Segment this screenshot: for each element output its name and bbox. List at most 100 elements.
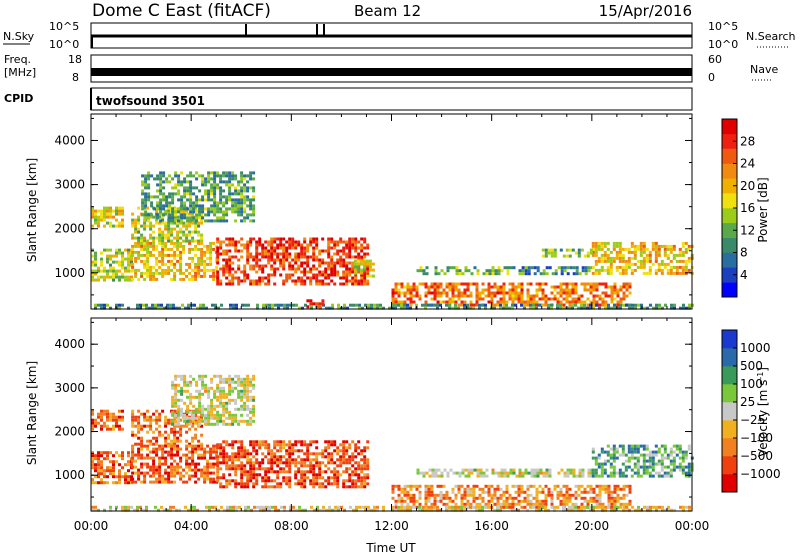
echo-cell xyxy=(158,227,162,231)
echo-cell xyxy=(145,508,148,512)
echo-cell xyxy=(315,255,319,259)
echo-cell xyxy=(358,303,361,307)
echo-cell xyxy=(618,453,622,457)
echo-cell xyxy=(321,237,325,241)
echo-cell xyxy=(249,240,253,244)
echo-cell xyxy=(565,300,569,304)
echo-cell xyxy=(487,502,491,506)
echo-cell xyxy=(235,508,238,512)
echo-cell xyxy=(315,455,319,459)
echo-cell xyxy=(156,216,160,220)
echo-cell xyxy=(315,246,319,250)
echo-cell xyxy=(234,413,238,417)
echo-cell xyxy=(424,490,428,494)
echo-cell xyxy=(146,253,150,257)
echo-cell xyxy=(430,505,434,509)
echo-cell xyxy=(240,440,244,444)
cpid-label: CPID xyxy=(4,92,33,105)
echo-cell xyxy=(94,257,97,261)
echo-cell xyxy=(609,259,613,263)
echo-cell xyxy=(598,505,602,509)
echo-cell xyxy=(106,272,109,276)
echo-cell xyxy=(279,252,283,256)
echo-cell xyxy=(174,419,178,423)
echo-cell xyxy=(228,392,232,396)
echo-cell xyxy=(541,288,545,292)
echo-cell xyxy=(134,465,138,469)
echo-cell xyxy=(366,270,370,274)
echo-cell xyxy=(354,485,358,489)
echo-cell xyxy=(636,474,640,478)
echo-cell xyxy=(94,263,97,267)
echo-cell xyxy=(97,463,100,467)
echo-cell xyxy=(127,475,130,479)
echo-cell xyxy=(142,508,145,512)
echo-cell xyxy=(167,453,171,457)
echo-cell xyxy=(234,386,238,390)
echo-cell xyxy=(115,224,118,228)
echo-cell xyxy=(155,221,159,225)
echo-cell xyxy=(406,285,410,289)
echo-cell xyxy=(91,424,94,428)
echo-cell xyxy=(143,247,147,251)
echo-cell xyxy=(167,239,171,243)
echo-cell xyxy=(603,468,607,472)
echo-cell xyxy=(457,306,460,310)
echo-cell xyxy=(171,419,175,423)
echo-cell xyxy=(496,303,500,307)
echo-cell xyxy=(342,449,346,453)
echo-cell xyxy=(636,459,640,463)
echo-cell xyxy=(209,477,213,481)
echo-cell xyxy=(216,443,220,447)
echo-cell xyxy=(169,505,172,509)
echo-cell xyxy=(553,285,557,289)
echo-cell xyxy=(207,189,211,193)
echo-cell xyxy=(502,294,506,298)
echo-cell xyxy=(542,269,546,273)
echo-cell xyxy=(216,279,220,283)
echo-cell xyxy=(533,266,537,270)
echo-cell xyxy=(394,303,397,307)
echo-cell xyxy=(243,267,247,271)
echo-cell xyxy=(544,484,548,488)
echo-cell xyxy=(112,424,115,428)
echo-cell xyxy=(161,433,165,437)
echo-cell xyxy=(493,306,496,310)
echo-cell xyxy=(487,285,491,289)
echo-cell xyxy=(189,171,193,175)
echo-cell xyxy=(563,471,567,475)
echo-cell xyxy=(100,209,103,213)
echo-cell xyxy=(627,247,631,251)
echo-cell xyxy=(118,260,121,264)
echo-cell xyxy=(472,306,475,310)
echo-cell xyxy=(505,490,509,494)
echo-cell xyxy=(337,505,340,509)
echo-cell xyxy=(216,237,220,241)
echo-cell xyxy=(524,272,528,276)
echo-cell xyxy=(276,461,280,465)
echo-cell xyxy=(200,259,204,263)
echo-cell xyxy=(591,271,595,275)
echo-cell xyxy=(200,453,204,457)
echo-cell xyxy=(136,303,139,307)
echo-cell xyxy=(191,447,195,451)
echo-cell xyxy=(240,470,244,474)
echo-cell xyxy=(634,303,637,307)
echo-cell xyxy=(164,459,168,463)
echo-cell xyxy=(215,244,219,248)
echo-cell xyxy=(591,247,595,251)
echo-cell xyxy=(201,404,205,408)
echo-cell xyxy=(198,407,202,411)
echo-cell xyxy=(291,264,295,268)
echo-cell xyxy=(618,444,622,448)
echo-cell xyxy=(357,479,361,483)
echo-cell xyxy=(237,383,241,387)
echo-cell xyxy=(445,490,449,494)
echo-cell xyxy=(687,256,691,260)
echo-cell xyxy=(365,259,369,263)
echo-cell xyxy=(433,505,436,509)
echo-cell xyxy=(137,409,141,413)
echo-cell xyxy=(592,297,596,301)
echo-cell xyxy=(106,215,109,219)
echo-cell xyxy=(173,271,177,275)
